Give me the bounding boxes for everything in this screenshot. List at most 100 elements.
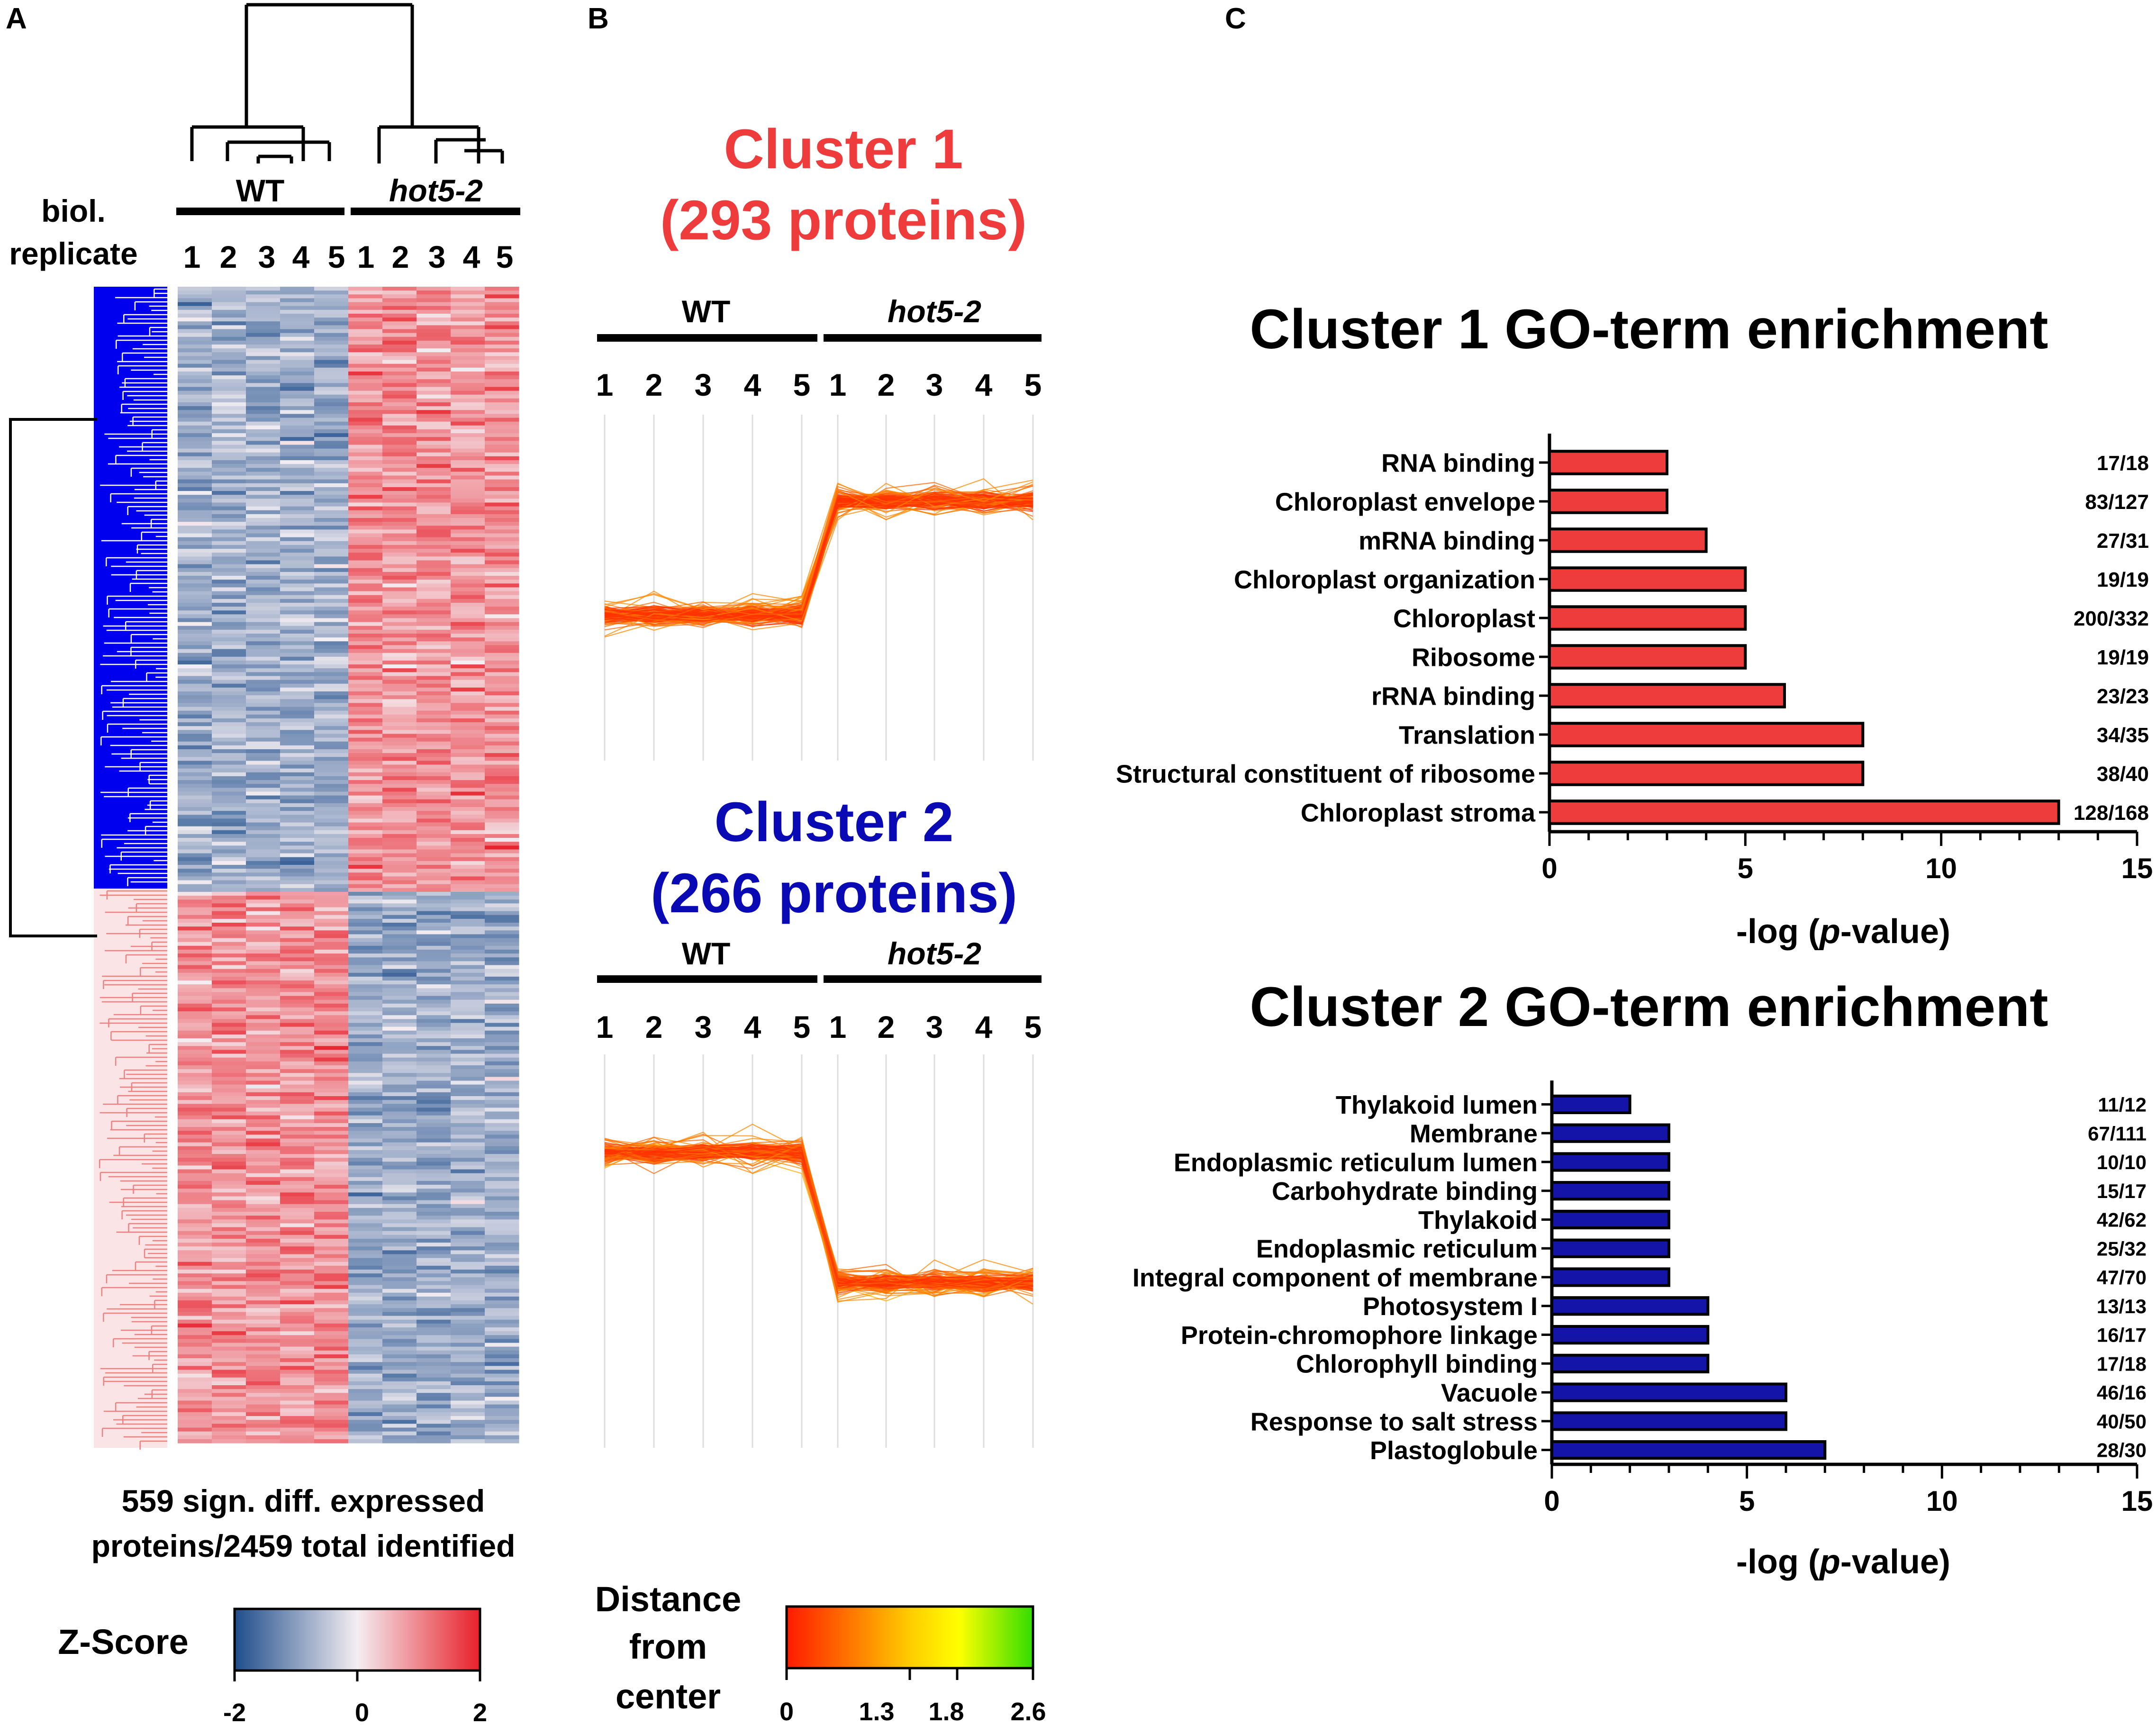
heatmap-cell [451,811,485,815]
heatmap-cell [246,363,281,368]
heatmap-cell [417,1065,451,1070]
heatmap-cell [451,1123,485,1127]
heatmap-cell [417,363,451,368]
heatmap-cell [417,1270,451,1274]
heatmap-cell [212,452,246,457]
heatmap-cell [451,896,485,900]
heatmap-cell [212,1254,246,1259]
heatmap-cell [485,553,519,557]
zscore-tick-min: -2 [223,1698,246,1725]
heatmap-cell [382,710,417,715]
count-label: 42/62 [2097,1209,2147,1231]
count-label: 15/17 [2097,1180,2147,1202]
heatmap-cell [314,379,349,383]
heatmap-cell [246,302,281,307]
replicate-number: 4 [463,239,480,274]
heatmap-cell [485,626,519,630]
heatmap-cell [417,1397,451,1401]
heatmap-cell [485,456,519,461]
heatmap-cell [348,888,383,892]
heatmap-cell [178,363,212,368]
heatmap-cell [382,549,417,553]
heatmap-cell [246,441,281,445]
heatmap-cell [314,336,349,341]
replicate-number: 5 [793,367,811,402]
heatmap-cell [417,1057,451,1062]
heatmap-cell [314,1104,349,1108]
heatmap-cell [382,1200,417,1205]
heatmap-cell [178,1154,212,1158]
heatmap-cell [348,1327,383,1332]
heatmap-cell [382,325,417,330]
heatmap-cell [314,788,349,792]
heatmap-cell [212,1115,246,1120]
heatmap-cell [178,1146,212,1151]
heatmap-cell [178,1281,212,1286]
heatmap-cell [280,1246,315,1251]
heatmap-cell [485,441,519,445]
heatmap-cell [382,425,417,430]
heatmap-cell [246,1019,281,1024]
heatmap-cell [417,780,451,784]
heatmap-cell [348,545,383,549]
heatmap-cell [382,394,417,399]
heatmap-cell [348,533,383,538]
heatmap-cell [451,533,485,538]
bar [1548,644,1747,670]
heatmap-cell [485,325,519,330]
heatmap-cell [246,699,281,703]
heatmap-cell [451,560,485,565]
heatmap-cell [417,1300,451,1305]
heatmap-cell [485,1404,519,1409]
profile-line [604,486,1033,631]
heatmap-cell [212,1192,246,1197]
heatmap-cell [246,834,281,838]
heatmap-cell [314,572,349,576]
heatmap-cell [314,1204,349,1208]
heatmap-cell [280,1030,315,1035]
heatmap-cell [280,537,315,542]
heatmap-cell [280,1277,315,1281]
heatmap-cell [451,749,485,754]
heatmap-cell [212,1289,246,1293]
heatmap-cell [451,1219,485,1224]
heatmap-cell [382,456,417,461]
heatmap-cell [280,595,315,599]
heatmap-cell [417,1246,451,1251]
heatmap-cell [485,1393,519,1397]
heatmap-cell [314,984,349,989]
heatmap-cell [314,356,349,361]
heatmap-cell [280,1123,315,1127]
heatmap-cell [178,383,212,388]
heatmap-cell [212,510,246,515]
heatmap-cell [246,745,281,750]
heatmap-cell [485,764,519,769]
distance-title-1: Distance [595,1580,741,1619]
heatmap-cell [212,1412,246,1416]
heatmap-cell [348,861,383,865]
heatmap-cell [246,1146,281,1151]
heatmap-cell [246,1007,281,1012]
heatmap-cell [212,549,246,553]
heatmap-cell [246,1196,281,1201]
heatmap-cell [485,595,519,599]
heatmap-cell [382,757,417,761]
heatmap-cell [314,676,349,681]
heatmap-cell [280,865,315,869]
heatmap-cell [314,1292,349,1297]
heatmap-cell [485,1192,519,1197]
heatmap-cell [178,1300,212,1305]
heatmap-cell [246,842,281,846]
heatmap-cell [212,595,246,599]
heatmap-cell [246,1281,281,1286]
heatmap-cell [417,626,451,630]
heatmap-cell [485,988,519,992]
heatmap-cell [451,1034,485,1039]
heatmap-cell [178,313,212,318]
heatmap-cell [314,842,349,846]
heatmap-cell [178,406,212,410]
heatmap-cell [212,1370,246,1374]
heatmap-cell [382,526,417,530]
heatmap-cell [314,949,349,954]
